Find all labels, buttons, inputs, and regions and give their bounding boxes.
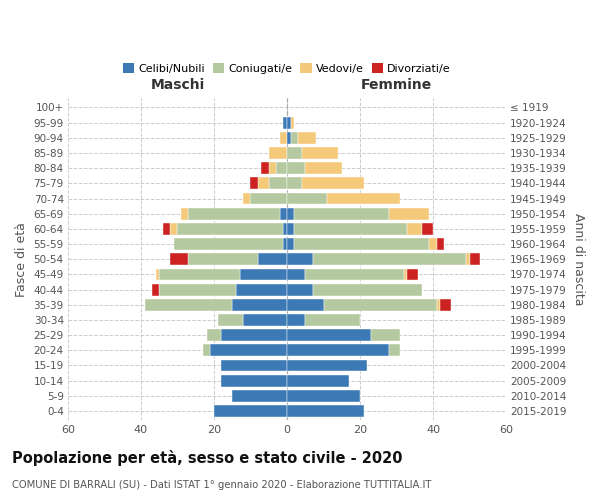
Bar	[290, 116, 295, 128]
Bar	[283, 116, 287, 128]
Bar	[430, 238, 437, 250]
Text: Popolazione per età, sesso e stato civile - 2020: Popolazione per età, sesso e stato civil…	[12, 450, 403, 466]
Bar	[269, 178, 287, 190]
Bar	[221, 375, 287, 386]
Bar	[313, 284, 422, 296]
Bar	[258, 254, 287, 265]
Bar	[287, 375, 349, 386]
Bar	[305, 314, 360, 326]
Bar	[221, 360, 287, 372]
Bar	[181, 208, 188, 220]
Bar	[287, 147, 302, 159]
Bar	[269, 147, 287, 159]
Bar	[243, 192, 250, 204]
Bar	[305, 268, 404, 280]
Bar	[287, 208, 295, 220]
Bar	[287, 132, 290, 143]
Bar	[302, 178, 364, 190]
Bar	[163, 223, 170, 235]
Bar	[258, 178, 269, 190]
Y-axis label: Fasce di età: Fasce di età	[15, 222, 28, 296]
Bar	[221, 329, 287, 341]
Bar	[269, 162, 276, 174]
Bar	[437, 238, 444, 250]
Bar	[287, 268, 305, 280]
Bar	[371, 329, 400, 341]
Bar	[404, 268, 407, 280]
Bar	[437, 299, 440, 310]
Bar	[155, 268, 159, 280]
Bar	[407, 268, 418, 280]
Y-axis label: Anni di nascita: Anni di nascita	[572, 213, 585, 306]
Bar	[206, 329, 221, 341]
Bar	[287, 314, 305, 326]
Bar	[262, 162, 269, 174]
Bar	[287, 162, 305, 174]
Bar	[211, 344, 287, 356]
Bar	[295, 238, 430, 250]
Bar	[188, 254, 258, 265]
Bar	[287, 238, 295, 250]
Text: Maschi: Maschi	[151, 78, 205, 92]
Bar	[313, 254, 466, 265]
Bar	[287, 405, 364, 417]
Bar	[178, 223, 283, 235]
Bar	[276, 162, 287, 174]
Bar	[290, 132, 298, 143]
Bar	[232, 299, 287, 310]
Bar	[287, 344, 389, 356]
Bar	[159, 268, 239, 280]
Text: COMUNE DI BARRALI (SU) - Dati ISTAT 1° gennaio 2020 - Elaborazione TUTTITALIA.IT: COMUNE DI BARRALI (SU) - Dati ISTAT 1° g…	[12, 480, 431, 490]
Bar	[287, 116, 290, 128]
Bar	[214, 405, 287, 417]
Bar	[440, 299, 451, 310]
Bar	[422, 223, 433, 235]
Bar	[287, 360, 367, 372]
Bar	[243, 314, 287, 326]
Bar	[298, 132, 316, 143]
Bar	[203, 344, 211, 356]
Bar	[170, 223, 178, 235]
Bar	[287, 284, 313, 296]
Bar	[250, 192, 287, 204]
Bar	[236, 284, 287, 296]
Bar	[287, 390, 360, 402]
Bar	[389, 208, 430, 220]
Bar	[287, 223, 295, 235]
Bar	[327, 192, 400, 204]
Bar	[239, 268, 287, 280]
Bar	[302, 147, 338, 159]
Bar	[250, 178, 258, 190]
Bar	[295, 208, 389, 220]
Bar	[287, 192, 327, 204]
Bar	[152, 284, 159, 296]
Bar	[218, 314, 243, 326]
Bar	[283, 223, 287, 235]
Bar	[295, 223, 407, 235]
Legend: Celibi/Nubili, Coniugati/e, Vedovi/e, Divorziati/e: Celibi/Nubili, Coniugati/e, Vedovi/e, Di…	[119, 59, 455, 78]
Bar	[466, 254, 470, 265]
Bar	[188, 208, 280, 220]
Bar	[174, 238, 283, 250]
Bar	[232, 390, 287, 402]
Bar	[280, 208, 287, 220]
Bar	[287, 299, 323, 310]
Bar	[170, 254, 188, 265]
Bar	[470, 254, 481, 265]
Bar	[287, 329, 371, 341]
Bar	[280, 132, 287, 143]
Bar	[159, 284, 236, 296]
Bar	[305, 162, 342, 174]
Bar	[145, 299, 232, 310]
Text: Femmine: Femmine	[361, 78, 432, 92]
Bar	[283, 238, 287, 250]
Bar	[287, 254, 313, 265]
Bar	[287, 178, 302, 190]
Bar	[407, 223, 422, 235]
Bar	[323, 299, 437, 310]
Bar	[389, 344, 400, 356]
